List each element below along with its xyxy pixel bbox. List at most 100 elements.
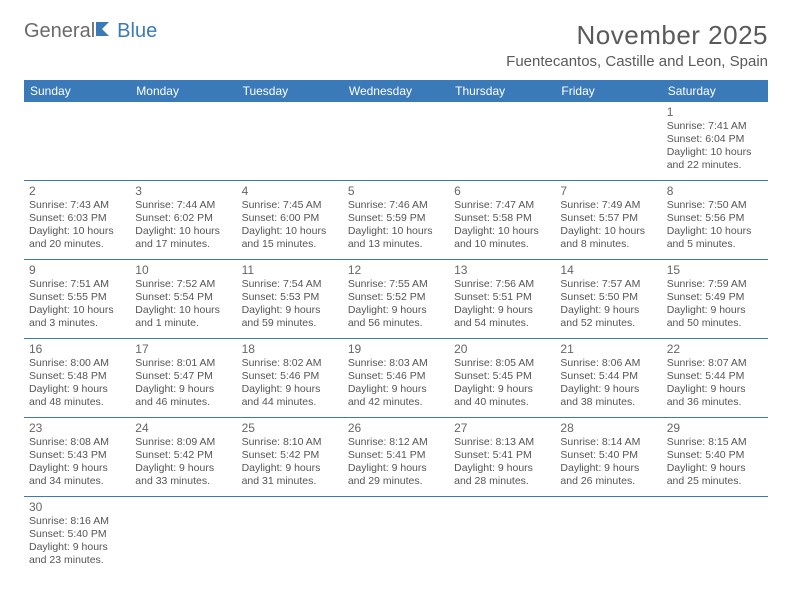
day-sunset: Sunset: 5:41 PM <box>454 449 550 462</box>
day-cell: 12Sunrise: 7:55 AMSunset: 5:52 PMDayligh… <box>343 260 449 338</box>
day-dl1: Daylight: 9 hours <box>135 383 231 396</box>
day-dl2: and 33 minutes. <box>135 475 231 488</box>
day-sunset: Sunset: 5:40 PM <box>667 449 763 462</box>
empty-cell <box>555 102 661 180</box>
day-sunrise: Sunrise: 8:13 AM <box>454 436 550 449</box>
day-cell: 1Sunrise: 7:41 AMSunset: 6:04 PMDaylight… <box>662 102 768 180</box>
day-dl1: Daylight: 9 hours <box>29 541 125 554</box>
day-sunrise: Sunrise: 8:15 AM <box>667 436 763 449</box>
day-sunset: Sunset: 5:42 PM <box>135 449 231 462</box>
day-number: 23 <box>29 421 125 435</box>
day-dl1: Daylight: 10 hours <box>667 146 763 159</box>
day-number: 10 <box>135 263 231 277</box>
day-cell: 4Sunrise: 7:45 AMSunset: 6:00 PMDaylight… <box>237 181 343 259</box>
day-sunset: Sunset: 5:40 PM <box>560 449 656 462</box>
day-dl1: Daylight: 9 hours <box>29 383 125 396</box>
day-sunrise: Sunrise: 7:55 AM <box>348 278 444 291</box>
day-number: 5 <box>348 184 444 198</box>
day-number: 17 <box>135 342 231 356</box>
week-row: 1Sunrise: 7:41 AMSunset: 6:04 PMDaylight… <box>24 102 768 181</box>
day-sunset: Sunset: 6:04 PM <box>667 133 763 146</box>
day-sunrise: Sunrise: 7:46 AM <box>348 199 444 212</box>
day-cell: 27Sunrise: 8:13 AMSunset: 5:41 PMDayligh… <box>449 418 555 496</box>
day-sunset: Sunset: 5:57 PM <box>560 212 656 225</box>
day-dl1: Daylight: 9 hours <box>242 462 338 475</box>
day-dl2: and 20 minutes. <box>29 238 125 251</box>
day-dl2: and 15 minutes. <box>242 238 338 251</box>
day-header: Thursday <box>449 80 555 102</box>
day-number: 7 <box>560 184 656 198</box>
day-cell: 7Sunrise: 7:49 AMSunset: 5:57 PMDaylight… <box>555 181 661 259</box>
logo: General Blue <box>24 20 157 43</box>
day-sunset: Sunset: 5:56 PM <box>667 212 763 225</box>
day-number: 2 <box>29 184 125 198</box>
day-dl2: and 5 minutes. <box>667 238 763 251</box>
day-number: 6 <box>454 184 550 198</box>
day-header: Friday <box>555 80 661 102</box>
day-number: 27 <box>454 421 550 435</box>
day-sunrise: Sunrise: 7:41 AM <box>667 120 763 133</box>
empty-cell <box>343 497 449 575</box>
day-dl2: and 52 minutes. <box>560 317 656 330</box>
day-number: 18 <box>242 342 338 356</box>
week-row: 9Sunrise: 7:51 AMSunset: 5:55 PMDaylight… <box>24 260 768 339</box>
day-dl2: and 48 minutes. <box>29 396 125 409</box>
day-sunset: Sunset: 5:46 PM <box>348 370 444 383</box>
day-cell: 11Sunrise: 7:54 AMSunset: 5:53 PMDayligh… <box>237 260 343 338</box>
day-dl1: Daylight: 9 hours <box>29 462 125 475</box>
page-subtitle: Fuentecantos, Castille and Leon, Spain <box>506 53 768 70</box>
day-dl1: Daylight: 9 hours <box>454 383 550 396</box>
day-sunrise: Sunrise: 7:49 AM <box>560 199 656 212</box>
day-cell: 23Sunrise: 8:08 AMSunset: 5:43 PMDayligh… <box>24 418 130 496</box>
day-sunset: Sunset: 5:58 PM <box>454 212 550 225</box>
day-dl2: and 1 minute. <box>135 317 231 330</box>
day-sunrise: Sunrise: 8:06 AM <box>560 357 656 370</box>
week-row: 23Sunrise: 8:08 AMSunset: 5:43 PMDayligh… <box>24 418 768 497</box>
day-dl2: and 29 minutes. <box>348 475 444 488</box>
day-sunset: Sunset: 6:03 PM <box>29 212 125 225</box>
day-cell: 2Sunrise: 7:43 AMSunset: 6:03 PMDaylight… <box>24 181 130 259</box>
day-number: 9 <box>29 263 125 277</box>
empty-cell <box>237 497 343 575</box>
logo-flag-icon <box>95 20 117 43</box>
empty-cell <box>662 497 768 575</box>
day-dl2: and 36 minutes. <box>667 396 763 409</box>
day-sunset: Sunset: 5:44 PM <box>667 370 763 383</box>
day-sunset: Sunset: 5:42 PM <box>242 449 338 462</box>
day-sunrise: Sunrise: 8:03 AM <box>348 357 444 370</box>
day-sunset: Sunset: 5:40 PM <box>29 528 125 541</box>
day-sunrise: Sunrise: 8:02 AM <box>242 357 338 370</box>
day-sunrise: Sunrise: 7:52 AM <box>135 278 231 291</box>
day-cell: 20Sunrise: 8:05 AMSunset: 5:45 PMDayligh… <box>449 339 555 417</box>
day-dl1: Daylight: 9 hours <box>242 304 338 317</box>
week-row: 2Sunrise: 7:43 AMSunset: 6:03 PMDaylight… <box>24 181 768 260</box>
empty-cell <box>555 497 661 575</box>
day-sunrise: Sunrise: 8:05 AM <box>454 357 550 370</box>
day-number: 12 <box>348 263 444 277</box>
day-sunrise: Sunrise: 7:56 AM <box>454 278 550 291</box>
day-header: Wednesday <box>343 80 449 102</box>
day-sunset: Sunset: 5:50 PM <box>560 291 656 304</box>
day-sunrise: Sunrise: 7:51 AM <box>29 278 125 291</box>
page-title: November 2025 <box>506 20 768 51</box>
day-sunset: Sunset: 6:00 PM <box>242 212 338 225</box>
day-number: 3 <box>135 184 231 198</box>
day-dl1: Daylight: 9 hours <box>667 462 763 475</box>
day-cell: 13Sunrise: 7:56 AMSunset: 5:51 PMDayligh… <box>449 260 555 338</box>
day-sunrise: Sunrise: 7:43 AM <box>29 199 125 212</box>
day-dl1: Daylight: 9 hours <box>560 462 656 475</box>
day-cell: 17Sunrise: 8:01 AMSunset: 5:47 PMDayligh… <box>130 339 236 417</box>
day-dl2: and 13 minutes. <box>348 238 444 251</box>
day-cell: 8Sunrise: 7:50 AMSunset: 5:56 PMDaylight… <box>662 181 768 259</box>
day-sunset: Sunset: 5:51 PM <box>454 291 550 304</box>
day-number: 30 <box>29 500 125 514</box>
day-number: 29 <box>667 421 763 435</box>
day-dl1: Daylight: 10 hours <box>135 304 231 317</box>
day-sunset: Sunset: 5:52 PM <box>348 291 444 304</box>
day-dl1: Daylight: 9 hours <box>348 383 444 396</box>
day-cell: 5Sunrise: 7:46 AMSunset: 5:59 PMDaylight… <box>343 181 449 259</box>
day-sunset: Sunset: 6:02 PM <box>135 212 231 225</box>
day-dl2: and 54 minutes. <box>454 317 550 330</box>
day-sunrise: Sunrise: 7:47 AM <box>454 199 550 212</box>
day-cell: 18Sunrise: 8:02 AMSunset: 5:46 PMDayligh… <box>237 339 343 417</box>
